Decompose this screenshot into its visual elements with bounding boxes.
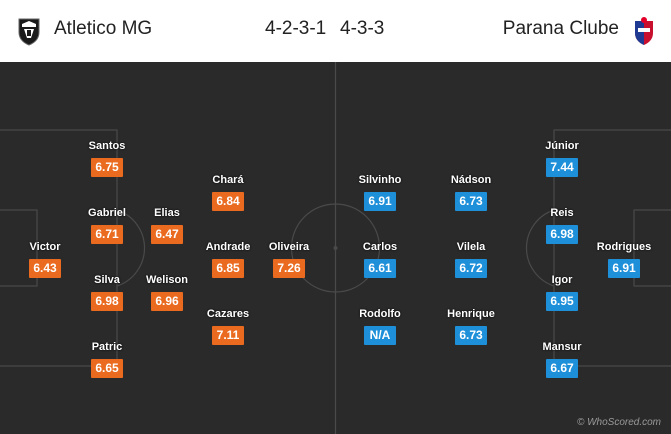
player-name: Oliveira — [268, 241, 310, 253]
parana-clube-crest-icon — [635, 17, 653, 45]
whoscored-watermark: © WhoScored.com — [576, 417, 661, 428]
player-name: Gabriel — [88, 207, 126, 219]
player-name: Igor — [551, 274, 573, 286]
player-rating: 6.72 — [455, 259, 487, 278]
center-circle — [290, 203, 381, 293]
player-name: Rodolfo — [359, 308, 401, 320]
player-name: Mansur — [542, 341, 582, 353]
player-rating: 6.61 — [364, 259, 396, 278]
player-name: Silvinho — [358, 174, 402, 186]
player-name: Patric — [91, 341, 123, 353]
home-goal-area — [0, 209, 38, 287]
player-rating: 6.47 — [151, 225, 183, 244]
player-rating: 6.98 — [91, 292, 123, 311]
home-player[interactable]: Cazares 7.11 — [198, 308, 258, 345]
home-player[interactable]: Gabriel 6.71 — [77, 207, 137, 244]
player-rating: 6.84 — [212, 192, 244, 211]
atletico-mg-crest-icon — [18, 18, 40, 46]
center-spot — [333, 246, 338, 250]
away-player[interactable]: Carlos 6.61 — [350, 241, 410, 278]
player-name: Vilela — [456, 241, 486, 253]
player-rating: 6.67 — [546, 359, 578, 378]
player-rating: 6.91 — [364, 192, 396, 211]
player-name: Silva — [94, 274, 120, 286]
player-name: Rodrigues — [596, 241, 652, 253]
home-player[interactable]: Victor 6.43 — [15, 241, 75, 278]
player-name: Santos — [88, 140, 126, 152]
player-name: Nádson — [450, 174, 492, 186]
away-team-name: Parana Clube — [502, 18, 619, 39]
away-player[interactable]: Nádson 6.73 — [441, 174, 501, 211]
player-rating: 6.96 — [151, 292, 183, 311]
player-name: Chará — [212, 174, 244, 186]
away-player[interactable]: Rodrigues 6.91 — [594, 241, 654, 278]
home-formation: 4-2-3-1 — [265, 18, 327, 39]
pitch-markings — [0, 62, 671, 434]
away-player[interactable]: Silvinho 6.91 — [350, 174, 410, 211]
player-rating: N/A — [364, 326, 396, 345]
player-rating: 7.11 — [212, 326, 244, 345]
player-rating: 6.71 — [91, 225, 123, 244]
home-penalty-arc — [116, 209, 146, 287]
home-player[interactable]: Santos 6.75 — [77, 140, 137, 177]
away-player[interactable]: Júnior 7.44 — [532, 140, 592, 177]
player-name: Victor — [29, 241, 61, 253]
away-player[interactable]: Reis 6.98 — [532, 207, 592, 244]
away-goal-area — [633, 209, 671, 287]
home-player[interactable]: Oliveira 7.26 — [259, 241, 319, 278]
player-rating: 6.91 — [608, 259, 640, 278]
match-header: Atletico MG 4-2-3-1 4-3-3 Parana Clube — [0, 0, 671, 62]
home-player[interactable]: Elias 6.47 — [137, 207, 197, 244]
home-player[interactable]: Chará 6.84 — [198, 174, 258, 211]
player-rating: 7.26 — [273, 259, 305, 278]
home-player[interactable]: Silva 6.98 — [77, 274, 137, 311]
player-name: Welison — [146, 274, 188, 286]
player-name: Henrique — [447, 308, 495, 320]
player-name: Andrade — [205, 241, 251, 253]
away-player[interactable]: Vilela 6.72 — [441, 241, 501, 278]
player-rating: 6.75 — [91, 158, 123, 177]
player-rating: 6.65 — [91, 359, 123, 378]
away-player[interactable]: Henrique 6.73 — [441, 308, 501, 345]
away-player[interactable]: Mansur 6.67 — [532, 341, 592, 378]
player-rating: 6.73 — [455, 326, 487, 345]
away-player[interactable]: Rodolfo N/A — [350, 308, 410, 345]
pitch: Victor 6.43 Santos 6.75 Gabriel 6.71 Sil… — [0, 62, 671, 434]
player-rating: 6.98 — [546, 225, 578, 244]
player-name: Elias — [154, 207, 180, 219]
player-rating: 7.44 — [546, 158, 578, 177]
home-team-name: Atletico MG — [54, 18, 153, 39]
home-player[interactable]: Andrade 6.85 — [198, 241, 258, 278]
away-player[interactable]: Igor 6.95 — [532, 274, 592, 311]
player-name: Júnior — [545, 140, 579, 152]
away-penalty-area — [553, 129, 671, 367]
player-name: Reis — [550, 207, 574, 219]
home-player[interactable]: Welison 6.96 — [137, 274, 197, 311]
home-player[interactable]: Patric 6.65 — [77, 341, 137, 378]
player-rating: 6.73 — [455, 192, 487, 211]
home-penalty-area — [0, 129, 118, 367]
player-rating: 6.85 — [212, 259, 244, 278]
player-name: Carlos — [362, 241, 398, 253]
player-rating: 6.43 — [29, 259, 61, 278]
player-name: Cazares — [206, 308, 250, 320]
away-formation: 4-3-3 — [340, 18, 385, 39]
player-rating: 6.95 — [546, 292, 578, 311]
away-penalty-arc — [525, 209, 555, 287]
